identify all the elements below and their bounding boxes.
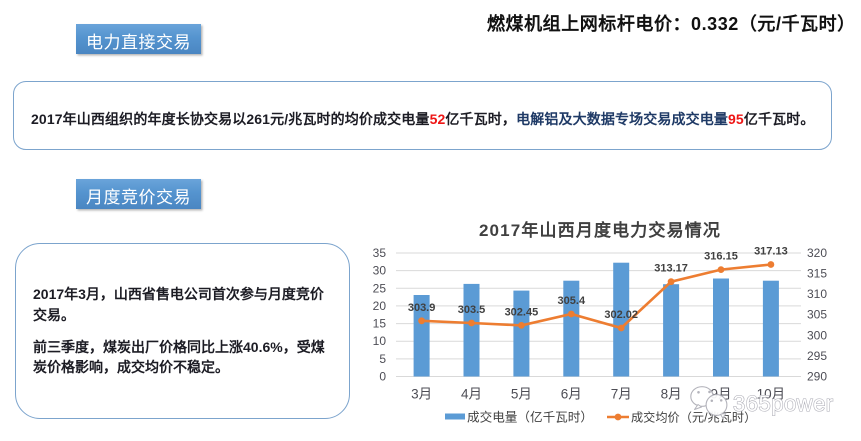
svg-text:35: 35 (373, 246, 387, 260)
svg-text:302.02: 302.02 (604, 309, 638, 321)
svg-text:10月: 10月 (757, 387, 786, 402)
svg-text:310: 310 (807, 287, 827, 301)
svg-text:30: 30 (373, 264, 387, 278)
svg-text:8月: 8月 (661, 387, 682, 402)
svg-text:315: 315 (807, 267, 827, 281)
svg-text:5月: 5月 (511, 387, 532, 402)
svg-text:0: 0 (379, 370, 386, 384)
svg-text:20: 20 (373, 299, 387, 313)
svg-text:25: 25 (373, 281, 387, 295)
svg-text:302.45: 302.45 (505, 306, 539, 318)
svg-text:5: 5 (379, 352, 386, 366)
svg-text:7月: 7月 (611, 387, 632, 402)
svg-text:10: 10 (373, 334, 387, 348)
svg-text:3月: 3月 (411, 387, 432, 402)
svg-text:305.4: 305.4 (558, 295, 586, 307)
svg-text:6月: 6月 (561, 387, 582, 402)
svg-text:15: 15 (373, 317, 387, 331)
svg-text:290: 290 (807, 370, 827, 384)
svg-text:313.17: 313.17 (654, 263, 688, 275)
svg-text:303.5: 303.5 (458, 304, 486, 316)
svg-text:317.13: 317.13 (754, 246, 788, 258)
svg-text:成交电量（亿千瓦时）: 成交电量（亿千瓦时） (467, 410, 593, 425)
svg-text:316.15: 316.15 (704, 251, 738, 263)
svg-text:365power: 365power (733, 391, 834, 416)
svg-text:295: 295 (807, 349, 827, 363)
svg-text:303.9: 303.9 (408, 302, 436, 314)
svg-text:300: 300 (807, 328, 827, 342)
svg-text:4月: 4月 (461, 387, 482, 402)
svg-text:320: 320 (807, 246, 827, 260)
svg-text:305: 305 (807, 308, 827, 322)
svg-text:2017年山西月度电力交易情况: 2017年山西月度电力交易情况 (479, 220, 721, 240)
